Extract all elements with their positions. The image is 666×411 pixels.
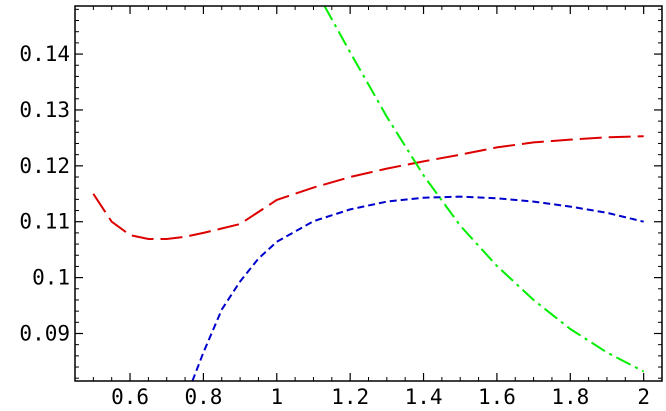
x-tick-label: 1.4 xyxy=(405,385,443,409)
y-tick-label: 0.12 xyxy=(19,154,70,178)
x-tick-label: 2 xyxy=(637,385,650,409)
y-tick-label: 0.1 xyxy=(32,266,70,290)
x-tick-label: 1.6 xyxy=(478,385,516,409)
series-line-2 xyxy=(191,195,644,381)
series-line-3 xyxy=(323,6,645,373)
y-tick-label: 0.11 xyxy=(19,210,70,234)
tick-labels-layer: 0.6 0.8 1 1.2 1.4 1.6 1.8 2 0.09 0.1 0.11 0.12 0.13 0… xyxy=(19,42,650,409)
x-tick-label: 1.2 xyxy=(331,385,369,409)
series-layer xyxy=(92,6,645,381)
y-tick-label: 0.13 xyxy=(19,98,70,122)
x-tick-label: 1.8 xyxy=(551,385,589,409)
y-tick-label: 0.14 xyxy=(19,42,70,66)
x-tick-label: 0.8 xyxy=(184,385,222,409)
y-tick-label: 0.09 xyxy=(19,321,70,345)
ticks-layer xyxy=(75,6,662,381)
series-line-1 xyxy=(92,135,644,240)
x-tick-label: 0.6 xyxy=(111,385,149,409)
x-tick-label: 1 xyxy=(270,385,283,409)
